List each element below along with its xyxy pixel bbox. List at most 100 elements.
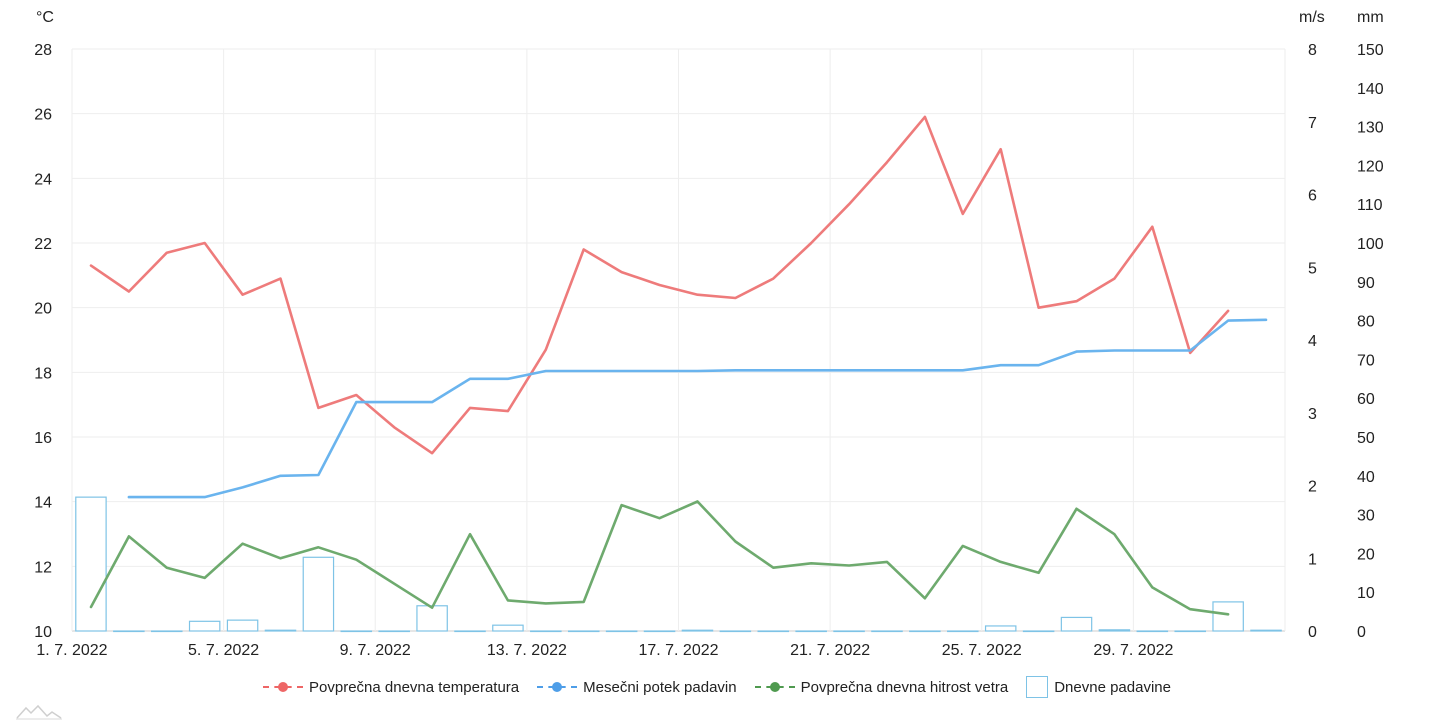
tick-label-rain: 60 — [1357, 391, 1375, 408]
legend-item-temperature[interactable]: Povprečna dnevna temperatura — [263, 679, 519, 696]
tick-label-temp: 22 — [34, 236, 52, 253]
legend: Povprečna dnevna temperatura Mesečni pot… — [0, 676, 1434, 698]
bar — [113, 630, 145, 633]
tick-label-date: 1. 7. 2022 — [36, 642, 107, 659]
bar — [492, 624, 524, 632]
legend-item-wind[interactable]: Povprečna dnevna hitrost vetra — [754, 678, 1009, 696]
tick-label-wind: 4 — [1308, 333, 1317, 350]
bar — [151, 630, 183, 633]
bar — [188, 620, 221, 632]
axis-unit-rain: mm — [1357, 9, 1384, 26]
legend-daily-rain-label: Dnevne padavine — [1054, 678, 1171, 696]
bar — [567, 630, 600, 633]
bar — [833, 630, 865, 633]
tick-label-wind: 0 — [1308, 624, 1317, 641]
tick-label-rain: 120 — [1357, 158, 1384, 175]
legend-temperature-label: Povprečna dnevna temperatura — [309, 678, 520, 696]
bar — [75, 496, 107, 632]
tick-label-date: 17. 7. 2022 — [638, 642, 718, 659]
bar — [795, 630, 827, 633]
legend-wind-label: Povprečna dnevna hitrost vetra — [800, 678, 1009, 696]
series-line-2 — [89, 500, 1230, 616]
tick-label-rain: 20 — [1357, 546, 1375, 563]
bar — [1098, 629, 1131, 632]
legend-monthly-rain-marker — [537, 680, 578, 694]
bar — [605, 630, 638, 633]
bar — [1060, 616, 1093, 632]
bar — [416, 605, 448, 632]
bar — [530, 630, 562, 633]
tick-label-rain: 140 — [1357, 81, 1384, 98]
legend-item-monthly-rain[interactable]: Mesečni potek padavin — [537, 678, 737, 696]
tick-label-rain: 40 — [1357, 469, 1375, 486]
tick-label-temp: 28 — [34, 42, 52, 59]
axis-unit-wind: m/s — [1299, 9, 1325, 26]
bar — [340, 630, 373, 633]
tick-label-temp: 24 — [34, 171, 52, 188]
grid — [71, 48, 1286, 632]
bar — [1174, 630, 1206, 633]
tick-label-temp: 16 — [34, 430, 52, 447]
tick-label-wind: 2 — [1308, 479, 1317, 496]
axis-unit-temp: °C — [36, 9, 54, 26]
bar — [871, 630, 903, 633]
tick-label-temp: 20 — [34, 301, 52, 318]
bar — [302, 556, 335, 632]
bar — [226, 619, 259, 632]
tick-label-temp: 10 — [34, 624, 52, 641]
tick-label-rain: 110 — [1357, 197, 1383, 214]
tick-label-wind: 6 — [1308, 188, 1317, 205]
bar — [681, 629, 714, 632]
tick-label-temp: 14 — [34, 495, 52, 512]
tick-label-wind: 3 — [1308, 406, 1317, 423]
legend-daily-rain-marker — [1026, 676, 1049, 698]
tick-label-wind: 7 — [1308, 115, 1317, 132]
axis-units: °C m/s mm — [36, 9, 1384, 26]
bar — [947, 630, 979, 633]
tick-label-wind: 5 — [1308, 260, 1317, 277]
tick-label-date: 29. 7. 2022 — [1093, 642, 1173, 659]
tick-label-rain: 50 — [1357, 430, 1375, 447]
bar — [378, 630, 410, 633]
bar — [643, 630, 676, 633]
tick-label-rain: 80 — [1357, 314, 1375, 331]
tick-label-date: 13. 7. 2022 — [487, 642, 567, 659]
tick-label-wind: 1 — [1308, 551, 1317, 568]
tick-label-rain: 90 — [1357, 275, 1375, 292]
tick-label-temp: 18 — [34, 365, 52, 382]
tick-label-rain: 130 — [1357, 120, 1384, 137]
bar — [454, 630, 486, 633]
bar — [719, 630, 752, 633]
tick-label-temp: 26 — [34, 107, 52, 124]
series-lines — [89, 115, 1268, 616]
tick-label-date: 5. 7. 2022 — [188, 642, 259, 659]
tick-label-rain: 0 — [1357, 624, 1366, 641]
tick-label-date: 21. 7. 2022 — [790, 642, 870, 659]
bar — [264, 629, 297, 632]
tick-label-wind: 8 — [1308, 42, 1317, 59]
tick-label-date: 25. 7. 2022 — [942, 642, 1022, 659]
series-line-0 — [89, 115, 1230, 455]
bar — [1136, 630, 1169, 633]
tick-label-rain: 100 — [1357, 236, 1384, 253]
legend-temperature-marker — [263, 680, 304, 694]
series-line-1 — [127, 318, 1268, 499]
tick-label-rain: 10 — [1357, 585, 1375, 602]
bar — [757, 630, 790, 633]
tick-label-rain: 150 — [1357, 42, 1384, 59]
bar — [1250, 629, 1282, 632]
tick-label-temp: 12 — [34, 559, 52, 576]
tick-label-date: 9. 7. 2022 — [340, 642, 411, 659]
bar — [909, 630, 941, 633]
tick-label-rain: 30 — [1357, 508, 1375, 525]
rain-bars — [75, 496, 1282, 633]
legend-wind-marker — [754, 680, 795, 694]
mountain-logo-icon — [16, 704, 62, 720]
bar — [1022, 630, 1055, 633]
legend-item-daily-rain[interactable]: Dnevne padavine — [1026, 676, 1171, 698]
legend-monthly-rain-label: Mesečni potek padavin — [583, 678, 737, 696]
tick-label-rain: 70 — [1357, 352, 1375, 369]
bar — [1212, 601, 1244, 632]
